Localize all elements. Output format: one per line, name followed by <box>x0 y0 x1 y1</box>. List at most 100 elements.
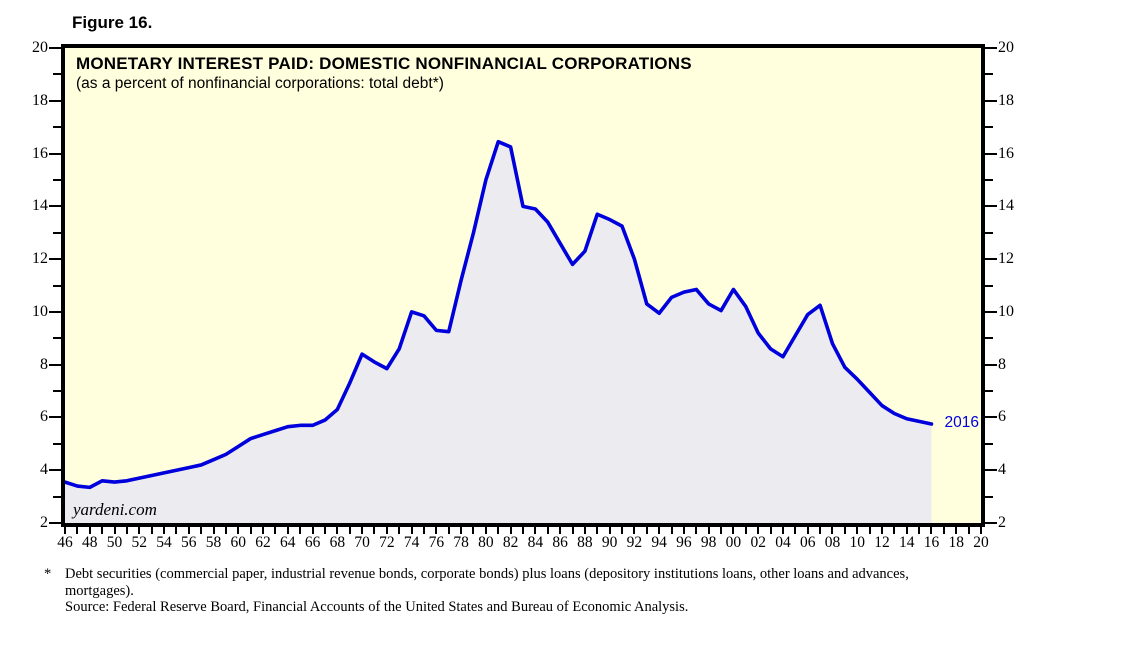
x-tick <box>385 527 388 534</box>
x-tick <box>237 527 240 534</box>
y-major-tick <box>49 47 61 49</box>
y-tick-label: 2 <box>40 514 48 531</box>
x-tick <box>856 527 859 534</box>
x-tick-label: 70 <box>354 534 370 551</box>
x-tick-label: 54 <box>156 534 172 551</box>
x-tick <box>670 527 673 534</box>
x-tick <box>819 527 822 534</box>
x-tick-label: 20 <box>973 534 989 551</box>
y-minor-tick <box>53 495 61 498</box>
x-tick <box>608 527 611 534</box>
x-tick <box>794 527 797 534</box>
x-tick-label: 10 <box>849 534 865 551</box>
x-tick <box>757 527 760 534</box>
x-tick <box>311 527 314 534</box>
y-major-tick <box>49 152 61 155</box>
x-tick-label: 64 <box>280 534 296 551</box>
x-tick-label: 96 <box>676 534 692 551</box>
y-tick-label: 12 <box>998 250 1014 268</box>
chart-title: MONETARY INTEREST PAID: DOMESTIC NONFINA… <box>76 54 692 73</box>
y-minor-tick <box>53 73 61 76</box>
x-tick <box>720 527 723 534</box>
y-major-tick <box>49 363 61 366</box>
y-major-tick <box>985 205 997 208</box>
y-tick-label: 6 <box>998 408 1006 426</box>
y-tick-label: 14 <box>32 197 48 215</box>
x-tick <box>682 527 685 534</box>
x-tick <box>621 527 624 534</box>
y-minor-tick <box>985 231 993 234</box>
series-end-year-label: 2016 <box>944 414 979 432</box>
x-tick <box>522 527 524 534</box>
y-tick-label: 20 <box>32 39 48 56</box>
x-tick <box>274 527 277 534</box>
footnote-asterisk: * <box>44 566 52 582</box>
chart-frame: MONETARY INTEREST PAID: DOMESTIC NONFINA… <box>32 39 1014 551</box>
x-tick <box>980 527 982 534</box>
y-major-tick <box>985 522 997 524</box>
x-tick-label: 08 <box>824 534 841 551</box>
figure-label: Figure 16. <box>72 13 153 32</box>
x-tick-label: 68 <box>329 534 346 551</box>
x-tick <box>744 527 747 534</box>
x-tick <box>633 527 636 534</box>
y-minor-tick <box>53 284 61 287</box>
x-tick-label: 12 <box>874 534 890 551</box>
y-minor-tick <box>985 442 993 445</box>
footnote-line-1: Debt securities (commercial paper, indus… <box>65 566 909 582</box>
x-tick <box>249 527 252 534</box>
y-major-tick <box>49 258 61 261</box>
x-tick <box>472 527 475 534</box>
y-tick-label: 14 <box>998 197 1014 215</box>
x-tick <box>967 527 970 534</box>
x-tick-label: 14 <box>898 534 915 551</box>
y-minor-tick <box>985 495 993 498</box>
y-tick-label: 4 <box>998 461 1006 479</box>
x-tick <box>361 527 364 534</box>
x-tick-label: 84 <box>527 534 544 551</box>
y-minor-tick <box>53 126 61 129</box>
y-major-tick <box>49 522 61 524</box>
y-minor-tick <box>985 73 993 76</box>
x-tick-label: 92 <box>626 534 643 551</box>
x-tick <box>101 527 104 534</box>
x-tick <box>918 527 921 534</box>
x-tick <box>806 527 809 534</box>
y-minor-tick <box>53 178 61 181</box>
footnote-line-2: mortgages). <box>65 582 134 599</box>
x-tick <box>150 527 153 534</box>
x-tick <box>435 527 438 534</box>
x-tick <box>497 527 500 534</box>
x-tick <box>348 527 351 534</box>
y-minor-tick <box>53 390 61 393</box>
x-tick-label: 02 <box>750 534 766 551</box>
x-tick-label: 48 <box>82 534 98 551</box>
x-tick-label: 60 <box>230 534 247 551</box>
y-tick-label: 4 <box>40 461 48 479</box>
x-tick <box>831 527 834 534</box>
y-major-tick <box>985 258 997 261</box>
x-tick-label: 56 <box>181 534 197 551</box>
x-tick-label: 74 <box>403 534 420 551</box>
footnote-text: Debt securities (commercial paper, indus… <box>65 566 1005 616</box>
chart-subtitle: (as a percent of nonfinancial corporatio… <box>76 75 444 92</box>
y-tick-label: 10 <box>32 302 48 320</box>
y-major-tick <box>49 205 61 208</box>
x-tick-label: 90 <box>601 534 618 551</box>
x-tick-label: 16 <box>923 534 940 551</box>
x-tick-label: 82 <box>502 534 519 551</box>
x-tick <box>880 527 883 534</box>
plot-area <box>65 139 934 523</box>
x-tick <box>410 527 413 534</box>
x-tick <box>286 527 289 534</box>
x-tick-label: 78 <box>453 534 469 551</box>
x-tick <box>781 527 784 534</box>
x-tick <box>534 527 537 534</box>
x-tick <box>658 527 661 534</box>
x-tick <box>559 527 562 534</box>
area-fill <box>65 141 932 523</box>
x-tick <box>76 527 79 534</box>
x-tick-label: 46 <box>57 534 73 551</box>
x-tick <box>460 527 463 534</box>
